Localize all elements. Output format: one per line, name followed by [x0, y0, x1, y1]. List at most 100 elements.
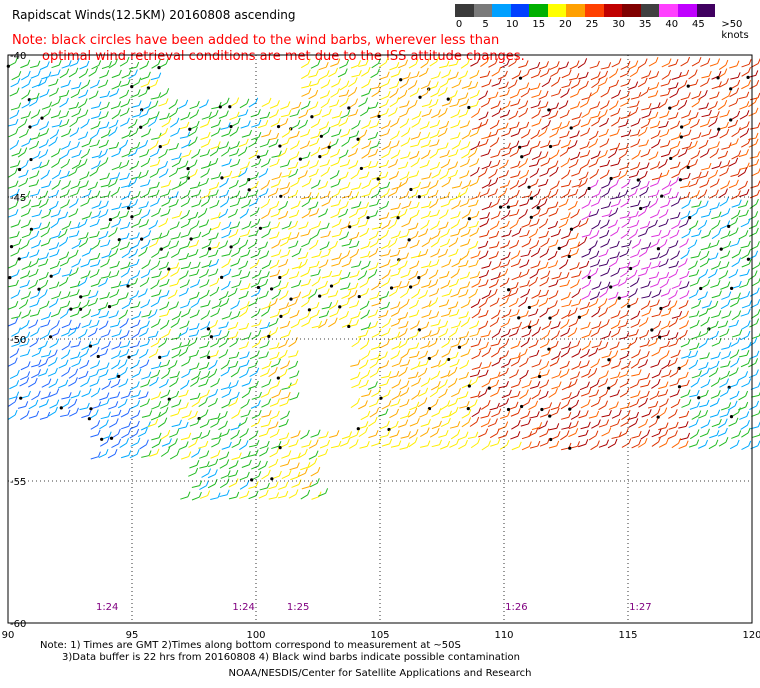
wind-barb: [71, 244, 80, 250]
wind-barb: [550, 233, 559, 238]
wind-barb: [409, 314, 417, 318]
wind-barb: [599, 292, 607, 298]
wind-barb-flag: [507, 210, 511, 216]
wind-barb: [120, 103, 129, 108]
wind-barb: [251, 313, 259, 319]
wind-barb: [327, 294, 336, 298]
wind-barb: [601, 335, 609, 340]
wind-barb-flag: [28, 199, 32, 205]
wind-barb-flag: [97, 360, 101, 366]
quality-flag-circle: [730, 286, 734, 290]
wind-barb-flag: [179, 210, 183, 217]
wind-barb: [508, 61, 516, 68]
wind-barb-flag: [197, 370, 201, 377]
wind-barb-flag: [24, 118, 28, 124]
wind-barb-flag: [288, 109, 292, 116]
wind-barb-flag: [255, 360, 259, 366]
wind-barb-flag: [506, 89, 510, 95]
wind-barb: [529, 172, 538, 178]
wind-barb: [558, 104, 567, 110]
wind-barb-flag: [275, 138, 279, 145]
wind-barb-flag: [606, 169, 610, 176]
wind-barb: [10, 107, 19, 111]
wind-barb: [238, 295, 247, 300]
wind-barb: [468, 293, 476, 299]
wind-barb: [509, 313, 518, 318]
wind-barb-flag: [514, 79, 518, 85]
wind-barb: [711, 165, 720, 170]
wind-barb-flag: [394, 219, 398, 225]
wind-barb-flag: [36, 299, 40, 305]
wind-barb-flag: [86, 359, 90, 366]
wind-barb-flag: [686, 310, 689, 317]
wind-barb: [140, 184, 149, 188]
wind-barb-flag: [145, 140, 149, 146]
wind-barb: [661, 63, 670, 68]
wind-barb: [8, 305, 17, 310]
wind-barb-flag: [225, 321, 229, 327]
wind-barb-flag: [618, 199, 622, 205]
wind-barb-flag: [707, 379, 711, 385]
wind-barb-flag: [148, 128, 152, 134]
wind-barb-flag: [528, 219, 532, 225]
wind-barb-flag: [47, 391, 51, 397]
wind-barb: [548, 165, 557, 170]
wind-barb-flag: [666, 340, 670, 347]
wind-barb: [591, 82, 599, 89]
wind-barb-flag: [56, 249, 60, 255]
wind-barb: [51, 124, 60, 128]
wind-barb: [99, 367, 108, 371]
wind-barb: [441, 342, 449, 348]
wind-barb-flag: [276, 132, 280, 139]
wind-barb-flag: [695, 178, 699, 185]
wind-barb-flag: [167, 138, 171, 145]
wind-barb: [460, 146, 469, 151]
wind-barb-flag: [158, 289, 162, 295]
wind-barb-flag: [427, 80, 431, 86]
wind-barb: [431, 113, 439, 119]
wind-barb: [248, 194, 257, 198]
wind-barb-flag: [555, 208, 559, 214]
wind-barb: [531, 94, 540, 98]
wind-barb-flag: [517, 356, 521, 363]
wind-barb-flag: [67, 140, 71, 147]
wind-barb: [560, 296, 569, 301]
wind-barb: [531, 294, 539, 299]
wind-barb: [157, 165, 166, 170]
quality-flag-circle: [537, 374, 542, 379]
wind-barb: [268, 137, 277, 141]
wind-barb: [50, 313, 59, 318]
wind-barb: [741, 304, 750, 309]
wind-barb-flag: [695, 208, 699, 214]
wind-barb: [720, 365, 729, 368]
quality-flag-circle: [256, 285, 261, 290]
wind-barb-flag: [134, 69, 138, 75]
wind-barb-flag: [257, 218, 261, 224]
wind-barb-flag: [397, 69, 401, 75]
wind-barb-flag: [165, 168, 169, 174]
wind-barb: [209, 151, 218, 157]
wind-barb: [497, 75, 506, 80]
wind-barb: [328, 72, 336, 78]
wind-barb: [330, 214, 339, 219]
wind-barb-flag: [588, 269, 592, 275]
wind-barb: [620, 102, 628, 107]
wind-barb-flag: [516, 180, 520, 186]
wind-barb: [597, 154, 606, 159]
wind-barb: [500, 214, 509, 220]
wind-barb-flag: [414, 80, 418, 86]
wind-barb: [579, 364, 588, 369]
wind-barb: [459, 286, 468, 290]
wind-barb-flag: [358, 60, 361, 66]
wind-barb-flag: [387, 249, 391, 255]
wind-barb-flag: [587, 150, 591, 156]
wind-barb-flag: [308, 238, 312, 244]
wind-barb-flag: [568, 299, 572, 306]
wind-barb: [581, 334, 590, 339]
wind-barb: [20, 275, 28, 279]
wind-barb-flag: [87, 377, 90, 384]
quality-flag-circle: [158, 144, 162, 149]
wind-barb-flag: [398, 340, 402, 347]
wind-barb: [300, 105, 309, 110]
quality-flag-circle: [376, 177, 380, 181]
